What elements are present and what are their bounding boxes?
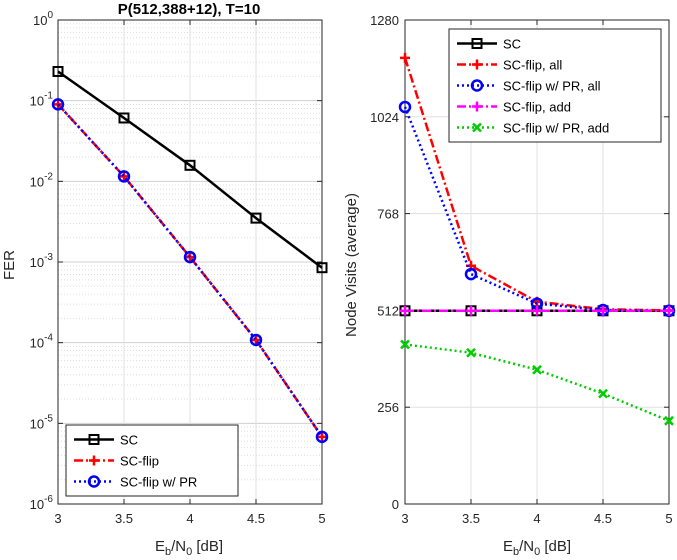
left-legend-marker xyxy=(87,475,101,488)
right-legend-label: SC-flip, add xyxy=(503,100,571,115)
left-data-point xyxy=(316,262,328,274)
right-legend-box xyxy=(448,28,662,143)
left-series-1 xyxy=(52,65,328,274)
left-x-tick-label: 5 xyxy=(318,511,325,526)
left-legend-item: SC xyxy=(74,433,138,448)
right-legend-item: SC-flip, add xyxy=(457,100,571,115)
right-data-point xyxy=(598,305,608,316)
left-legend-label: SC-flip xyxy=(120,454,159,469)
right-data-point xyxy=(400,52,410,63)
right-series-4 xyxy=(400,305,674,316)
left-data-point xyxy=(118,112,130,124)
right-y-tick-label: 768 xyxy=(377,207,399,222)
right-legend: SC SC-flip, all SC-flip w/ PR, all SC-flip,… xyxy=(448,28,662,143)
right-legend-label: SC xyxy=(503,37,521,52)
left-x-tick-label: 4 xyxy=(186,511,193,526)
right-data-point xyxy=(400,305,410,316)
left-y-tick-label: 10-3 xyxy=(30,252,54,270)
left-series-line xyxy=(57,103,324,438)
left-legend-marker xyxy=(89,455,99,466)
left-x-tick-label: 3.5 xyxy=(115,511,133,526)
left-data-point xyxy=(117,170,131,183)
right-ylabel: Node Visits (average) xyxy=(343,193,360,337)
left-data-point xyxy=(315,430,329,444)
right-data-point xyxy=(464,267,478,281)
right-data-point xyxy=(664,305,674,316)
left-data-point xyxy=(51,98,65,111)
right-y-tick-label: 256 xyxy=(377,400,399,415)
right-series-line xyxy=(403,106,670,313)
left-y-tick-label: 10-5 xyxy=(30,413,54,431)
right-x-tick-label: 4.5 xyxy=(594,511,612,526)
left-legend: SC SC-flip SC-flip w/ PR xyxy=(65,424,239,497)
left-ylabel: FER xyxy=(1,250,18,280)
left-x-tick-label: 4.5 xyxy=(247,511,265,526)
left-legend-item: SC-flip w/ PR xyxy=(74,475,197,490)
right-x-tick-label: 4 xyxy=(533,511,540,526)
left-data-point xyxy=(184,159,196,171)
right-series-5 xyxy=(400,339,674,426)
right-xlabel: Eb/N0 [dB] xyxy=(503,538,571,558)
left-data-point xyxy=(52,65,64,77)
left-series-line xyxy=(57,70,323,269)
left-legend-marker xyxy=(88,434,100,445)
right-data-point xyxy=(398,100,412,114)
right-data-point xyxy=(466,347,476,358)
right-data-point xyxy=(400,339,410,350)
right-legend-item: SC xyxy=(457,37,521,52)
left-y-tick-label: 10-1 xyxy=(30,91,54,109)
left-x-tick-label: 3 xyxy=(54,511,61,526)
right-legend-marker xyxy=(471,38,483,49)
right-data-point xyxy=(598,388,608,399)
left-chart-title: P(512,388+12), T=10 xyxy=(118,1,261,18)
right-legend-marker xyxy=(470,79,484,92)
right-y-tick-label: 0 xyxy=(392,497,399,512)
left-y-tick-label: 10-6 xyxy=(30,494,54,512)
right-y-tick-label: 512 xyxy=(377,303,399,318)
right-y-tick-label: 1024 xyxy=(370,110,399,125)
right-legend-label: SC-flip, all xyxy=(503,58,562,73)
left-data-point xyxy=(119,171,129,182)
left-y-tick-label: 10-4 xyxy=(30,333,54,351)
right-legend-marker xyxy=(472,59,482,70)
left-xlabel: Eb/N0 [dB] xyxy=(155,538,223,558)
right-legend-item: SC-flip w/ PR, add xyxy=(457,121,609,136)
right-legend-label: SC-flip w/ PR, all xyxy=(503,79,601,94)
right-x-tick-label: 5 xyxy=(665,511,672,526)
right-legend-label: SC-flip w/ PR, add xyxy=(503,121,609,136)
left-data-point xyxy=(251,334,261,345)
right-legend-item: SC-flip, all xyxy=(457,58,562,73)
right-data-point xyxy=(532,364,542,375)
left-legend-label: SC xyxy=(120,433,138,448)
left-data-point xyxy=(249,333,263,347)
left-data-point xyxy=(183,250,197,264)
right-legend-item: SC-flip w/ PR, all xyxy=(457,79,601,94)
right-data-point xyxy=(664,415,674,426)
right-x-tick-label: 3.5 xyxy=(462,511,480,526)
right-data-point xyxy=(466,305,476,316)
right-data-point xyxy=(532,305,542,316)
left-data-point xyxy=(250,212,262,224)
right-y-tick-label: 1280 xyxy=(370,13,399,28)
left-series-3 xyxy=(51,98,329,444)
left-legend-item: SC-flip xyxy=(74,454,159,469)
left-y-tick-label: 10-2 xyxy=(30,171,54,189)
left-y-tick-label: 100 xyxy=(33,10,53,28)
right-legend-marker xyxy=(472,101,482,112)
right-legend-marker xyxy=(472,122,482,133)
right-x-tick-label: 3 xyxy=(401,511,408,526)
left-legend-label: SC-flip w/ PR xyxy=(120,475,197,490)
